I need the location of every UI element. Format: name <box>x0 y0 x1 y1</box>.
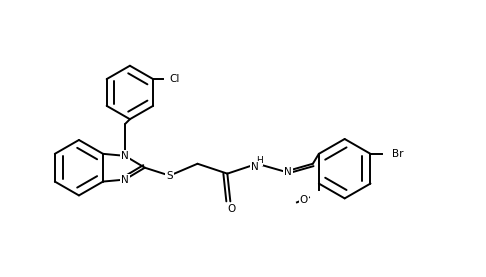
Text: O: O <box>300 195 308 205</box>
Text: H: H <box>256 156 262 165</box>
Text: N: N <box>284 167 292 177</box>
Text: Cl: Cl <box>170 74 180 84</box>
Text: N: N <box>121 151 129 161</box>
Text: N: N <box>251 162 259 172</box>
Text: Br: Br <box>392 149 403 159</box>
Text: S: S <box>166 171 173 181</box>
Text: N: N <box>121 175 129 184</box>
Text: O: O <box>227 204 235 214</box>
